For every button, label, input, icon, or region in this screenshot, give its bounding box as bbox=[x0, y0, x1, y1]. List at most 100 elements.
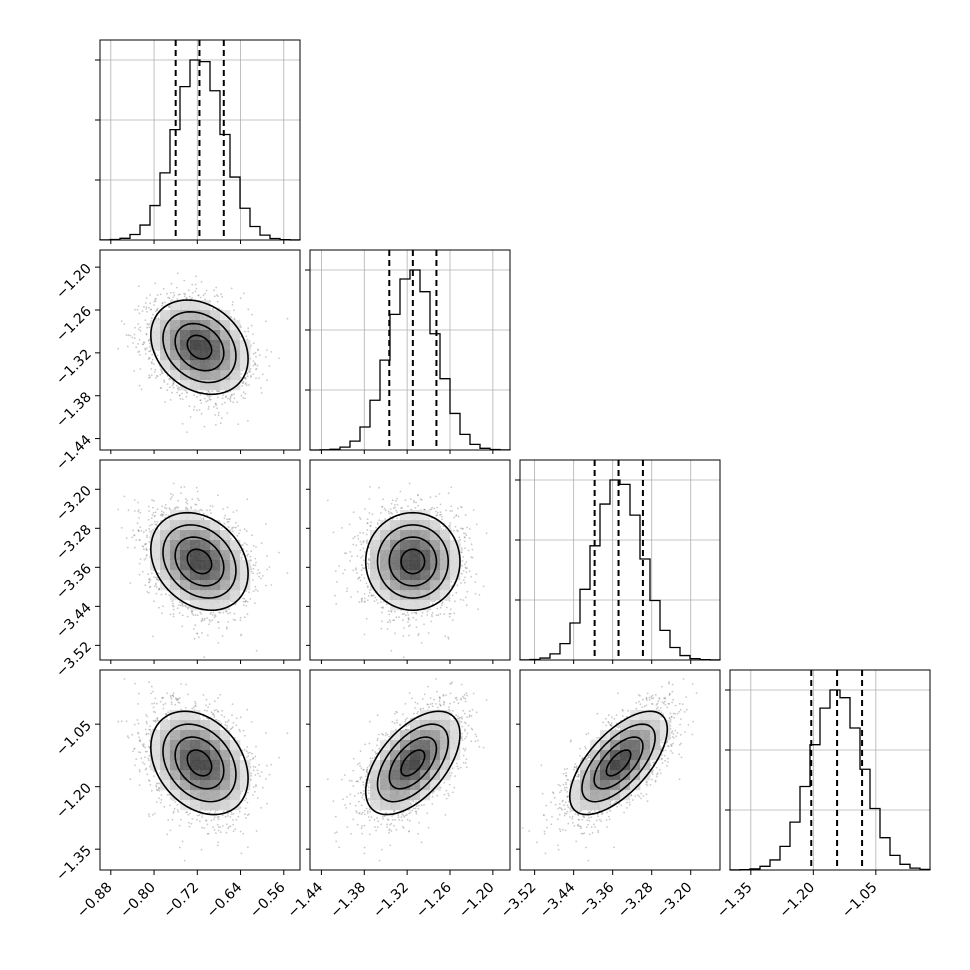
sample-point bbox=[237, 423, 240, 426]
density-cell bbox=[230, 330, 241, 341]
sample-point bbox=[255, 546, 257, 548]
sample-point bbox=[123, 495, 126, 498]
sample-point bbox=[224, 610, 227, 612]
sample-point bbox=[155, 592, 158, 595]
sample-point bbox=[254, 363, 257, 366]
sample-point bbox=[221, 397, 224, 400]
sample-point bbox=[217, 390, 220, 393]
sample-point bbox=[250, 570, 253, 573]
sample-point bbox=[145, 547, 148, 550]
density-cell bbox=[180, 380, 191, 391]
sample-point bbox=[232, 401, 235, 404]
sample-point bbox=[258, 575, 260, 578]
sample-point bbox=[194, 503, 197, 506]
sample-point bbox=[243, 377, 246, 380]
sample-point bbox=[244, 383, 247, 385]
sample-point bbox=[249, 598, 252, 600]
sample-point bbox=[183, 295, 186, 298]
sample-point bbox=[138, 353, 141, 356]
sample-point bbox=[239, 297, 242, 300]
sample-point bbox=[155, 523, 158, 526]
sample-point bbox=[181, 603, 184, 606]
panel-frame bbox=[99, 39, 301, 241]
sample-point bbox=[256, 590, 259, 592]
density-cell bbox=[180, 340, 191, 351]
panel-content bbox=[117, 482, 289, 659]
sample-point bbox=[215, 404, 218, 407]
sample-point bbox=[208, 623, 211, 626]
sample-point bbox=[145, 297, 148, 299]
sample-point bbox=[145, 306, 148, 308]
sample-point bbox=[226, 412, 229, 414]
sample-point bbox=[204, 292, 206, 295]
sample-point bbox=[172, 291, 175, 294]
sample-point bbox=[148, 524, 151, 527]
sample-point bbox=[157, 588, 160, 591]
sample-point bbox=[241, 553, 244, 556]
sample-point bbox=[161, 612, 163, 615]
sample-point bbox=[231, 393, 233, 396]
sample-point bbox=[148, 586, 151, 588]
sample-point bbox=[209, 620, 212, 623]
sample-point bbox=[127, 334, 130, 336]
sample-point bbox=[258, 354, 261, 356]
density-cell bbox=[160, 350, 171, 361]
density-cell bbox=[180, 330, 191, 341]
sample-point bbox=[134, 326, 136, 329]
density-cell bbox=[190, 350, 201, 361]
density-cell bbox=[160, 320, 171, 331]
sample-point bbox=[125, 537, 128, 540]
sample-point bbox=[148, 374, 151, 377]
sample-point bbox=[225, 626, 228, 628]
sample-point bbox=[184, 508, 187, 510]
sample-point bbox=[193, 394, 196, 397]
sample-point bbox=[133, 534, 136, 536]
sample-point bbox=[159, 373, 162, 376]
density-cell bbox=[190, 370, 201, 381]
sample-point bbox=[201, 617, 204, 620]
sample-point bbox=[187, 289, 190, 292]
sample-point bbox=[228, 520, 230, 523]
sample-point bbox=[240, 373, 243, 375]
sample-point bbox=[178, 601, 181, 603]
sample-point bbox=[203, 425, 206, 428]
sample-point bbox=[145, 529, 148, 532]
sample-point bbox=[148, 581, 150, 584]
sample-point bbox=[169, 493, 172, 495]
panel-frame bbox=[519, 459, 721, 661]
sample-point bbox=[246, 375, 249, 378]
sample-point bbox=[164, 301, 166, 304]
sample-point bbox=[226, 521, 229, 523]
sample-point bbox=[140, 529, 143, 532]
sample-point bbox=[172, 482, 175, 485]
sample-point bbox=[144, 347, 146, 350]
sample-point bbox=[151, 353, 154, 356]
sample-point bbox=[135, 539, 138, 541]
density-cell bbox=[200, 380, 211, 391]
sample-point bbox=[244, 600, 247, 603]
sample-point bbox=[240, 326, 243, 329]
sample-point bbox=[161, 370, 163, 373]
sample-point bbox=[169, 399, 172, 401]
sample-point bbox=[191, 610, 194, 613]
sample-point bbox=[197, 294, 199, 297]
sample-point bbox=[133, 370, 136, 372]
density-cell bbox=[200, 370, 211, 381]
sample-point bbox=[260, 542, 263, 544]
sample-point bbox=[172, 613, 175, 616]
sample-point bbox=[142, 341, 145, 343]
sample-point bbox=[258, 377, 260, 379]
density-cell bbox=[190, 320, 201, 331]
sample-point bbox=[175, 506, 177, 509]
sample-point bbox=[205, 400, 208, 403]
sample-point bbox=[213, 405, 215, 408]
sample-point bbox=[186, 499, 189, 502]
sample-point bbox=[178, 394, 181, 397]
sample-point bbox=[148, 527, 151, 530]
sample-point bbox=[201, 509, 203, 512]
sample-point bbox=[138, 312, 141, 315]
sample-point bbox=[242, 604, 245, 607]
hist-panel-2 bbox=[515, 459, 721, 661]
sample-point bbox=[143, 548, 145, 551]
sample-point bbox=[183, 292, 186, 295]
